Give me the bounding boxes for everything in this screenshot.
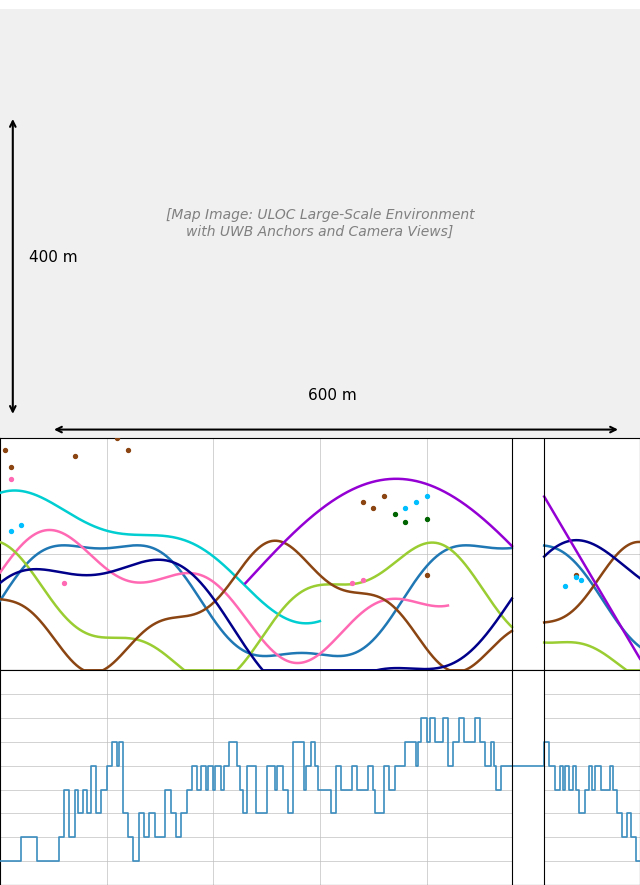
Point [59, 576, 69, 590]
Point [368, 501, 378, 515]
X-axis label: Time [s]: Time [s] [289, 698, 351, 713]
Point [422, 567, 432, 581]
Point [411, 495, 421, 509]
Point [571, 571, 581, 585]
Point [576, 573, 586, 588]
Point [6, 472, 16, 486]
Text: 400 m: 400 m [29, 250, 77, 266]
Point [358, 573, 368, 588]
Point [560, 579, 570, 593]
Bar [512, 438, 544, 670]
Point [6, 460, 16, 474]
Point [112, 431, 122, 445]
Point [123, 442, 133, 457]
Point [422, 489, 432, 504]
Point [0, 442, 10, 457]
Point [422, 512, 432, 527]
Point [400, 515, 410, 529]
Point [390, 506, 400, 520]
Point [16, 518, 26, 532]
Bar [512, 670, 544, 885]
Point [6, 524, 16, 538]
Text: [Map Image: ULOC Large-Scale Environment
with UWB Anchors and Camera Views]: [Map Image: ULOC Large-Scale Environment… [166, 208, 474, 239]
Point [347, 576, 357, 590]
Text: 600 m: 600 m [308, 388, 357, 403]
Point [571, 567, 581, 581]
Point [70, 449, 80, 463]
Point [358, 495, 368, 509]
Point [400, 501, 410, 515]
Point [379, 489, 389, 504]
